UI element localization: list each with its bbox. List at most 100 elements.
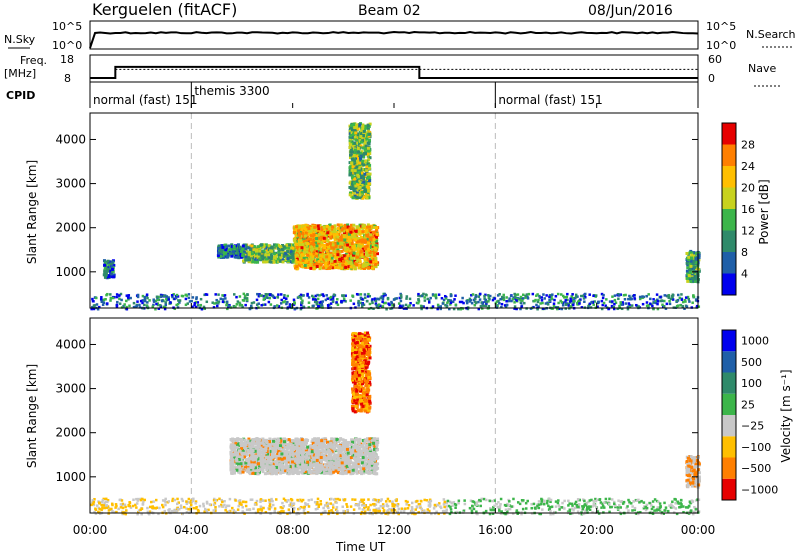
echo-cell bbox=[107, 274, 111, 278]
scatter-cell bbox=[264, 510, 268, 514]
echo-cell bbox=[351, 136, 355, 140]
echo-cell bbox=[269, 257, 273, 261]
scatter-cell bbox=[552, 512, 555, 516]
scatter-cell bbox=[357, 304, 360, 307]
scatter-cell bbox=[326, 297, 329, 300]
scatter-cell bbox=[677, 293, 680, 297]
scatter-cell bbox=[377, 303, 381, 306]
echo-cell bbox=[354, 244, 358, 248]
scatter-cell bbox=[567, 499, 570, 503]
scatter-cell bbox=[119, 506, 123, 509]
scatter-cell bbox=[571, 296, 575, 300]
echo-cell bbox=[374, 235, 378, 239]
scatter-cell bbox=[389, 307, 392, 310]
echo-cell bbox=[355, 225, 359, 229]
scatter-cell bbox=[187, 497, 191, 501]
scatter-cell bbox=[100, 296, 103, 299]
echo-cell bbox=[316, 256, 320, 260]
echo-cell bbox=[317, 249, 321, 253]
echo-cell bbox=[348, 193, 352, 197]
echo-cell bbox=[348, 249, 352, 253]
echo-cell bbox=[349, 143, 353, 147]
scatter-cell bbox=[571, 303, 575, 307]
scatter-cell bbox=[612, 500, 616, 504]
scatter-cell bbox=[617, 499, 620, 502]
scatter-cell bbox=[537, 506, 541, 510]
scatter-cell bbox=[245, 297, 249, 301]
echo-cell bbox=[321, 238, 325, 242]
scatter-cell bbox=[487, 300, 490, 303]
scatter-cell bbox=[664, 509, 667, 512]
echo-cell bbox=[307, 258, 311, 262]
echo-cell bbox=[363, 226, 367, 230]
scatter-cell bbox=[548, 295, 551, 299]
echo-cell bbox=[103, 263, 107, 267]
scatter-cell bbox=[628, 305, 632, 309]
echo-cell bbox=[697, 253, 701, 257]
scatter-cell bbox=[580, 512, 584, 516]
scatter-cell bbox=[156, 297, 159, 300]
scatter-cell bbox=[101, 303, 105, 306]
scatter-cell bbox=[380, 512, 383, 515]
scatter-cell bbox=[393, 508, 397, 512]
echo-cell bbox=[348, 243, 352, 247]
scatter-cell bbox=[221, 500, 224, 504]
scatter-cell bbox=[500, 305, 503, 309]
scatter-cell bbox=[375, 303, 378, 307]
scatter-cell bbox=[94, 512, 98, 515]
scatter-cell bbox=[540, 500, 543, 503]
echo-cell bbox=[227, 251, 231, 255]
scatter-cell bbox=[195, 505, 198, 509]
scatter-cell bbox=[391, 502, 394, 505]
scatter-cell bbox=[560, 293, 563, 296]
scatter-cell bbox=[214, 293, 217, 296]
scatter-cell bbox=[398, 296, 402, 300]
scatter-cell bbox=[668, 299, 671, 303]
echo-cell bbox=[335, 245, 339, 249]
echo-cell bbox=[331, 241, 335, 245]
scatter-cell bbox=[177, 507, 180, 511]
scatter-cell bbox=[271, 294, 275, 298]
echo-cell bbox=[343, 247, 347, 251]
echo-cell bbox=[368, 257, 372, 261]
scatter-cell bbox=[618, 304, 621, 308]
echo-cell bbox=[353, 177, 357, 181]
echo-cell bbox=[112, 275, 116, 279]
scatter-cell bbox=[478, 292, 482, 296]
scatter-cell bbox=[128, 501, 132, 505]
scatter-cell bbox=[223, 499, 226, 503]
echo-cell bbox=[109, 262, 113, 266]
echo-cell bbox=[320, 232, 324, 236]
scatter-cell bbox=[199, 304, 203, 307]
echo-cell bbox=[313, 228, 317, 232]
scatter-cell bbox=[628, 303, 631, 307]
scatter-cell bbox=[100, 300, 104, 304]
scatter-cell bbox=[512, 296, 515, 299]
scatter-cell bbox=[205, 502, 209, 505]
scatter-cell bbox=[433, 512, 437, 515]
scatter-cell bbox=[329, 502, 333, 505]
scatter-cell bbox=[298, 295, 302, 299]
scatter-cell bbox=[543, 499, 546, 503]
scatter-cell bbox=[164, 500, 167, 504]
scatter-cell bbox=[397, 302, 401, 305]
scatter-cell bbox=[621, 301, 624, 304]
scatter-cell bbox=[471, 293, 475, 296]
nave-tick-bottom: 0 bbox=[708, 72, 715, 85]
scatter-cell bbox=[470, 301, 474, 305]
scatter-cell bbox=[381, 300, 384, 304]
noise-right-tick-top: 10^5 bbox=[706, 20, 736, 33]
scatter-cell bbox=[420, 305, 424, 308]
scatter-cell bbox=[405, 503, 408, 506]
echo-cell bbox=[363, 172, 367, 176]
scatter-cell bbox=[177, 501, 180, 504]
scatter-cell bbox=[336, 298, 339, 301]
echo-cell bbox=[368, 152, 372, 156]
scatter-cell bbox=[172, 293, 175, 296]
echo-cell bbox=[366, 146, 370, 150]
scatter-cell bbox=[329, 295, 333, 299]
y-tick-label: 1000 bbox=[55, 265, 86, 279]
scatter-cell bbox=[672, 506, 676, 509]
scatter-cell bbox=[111, 510, 114, 513]
